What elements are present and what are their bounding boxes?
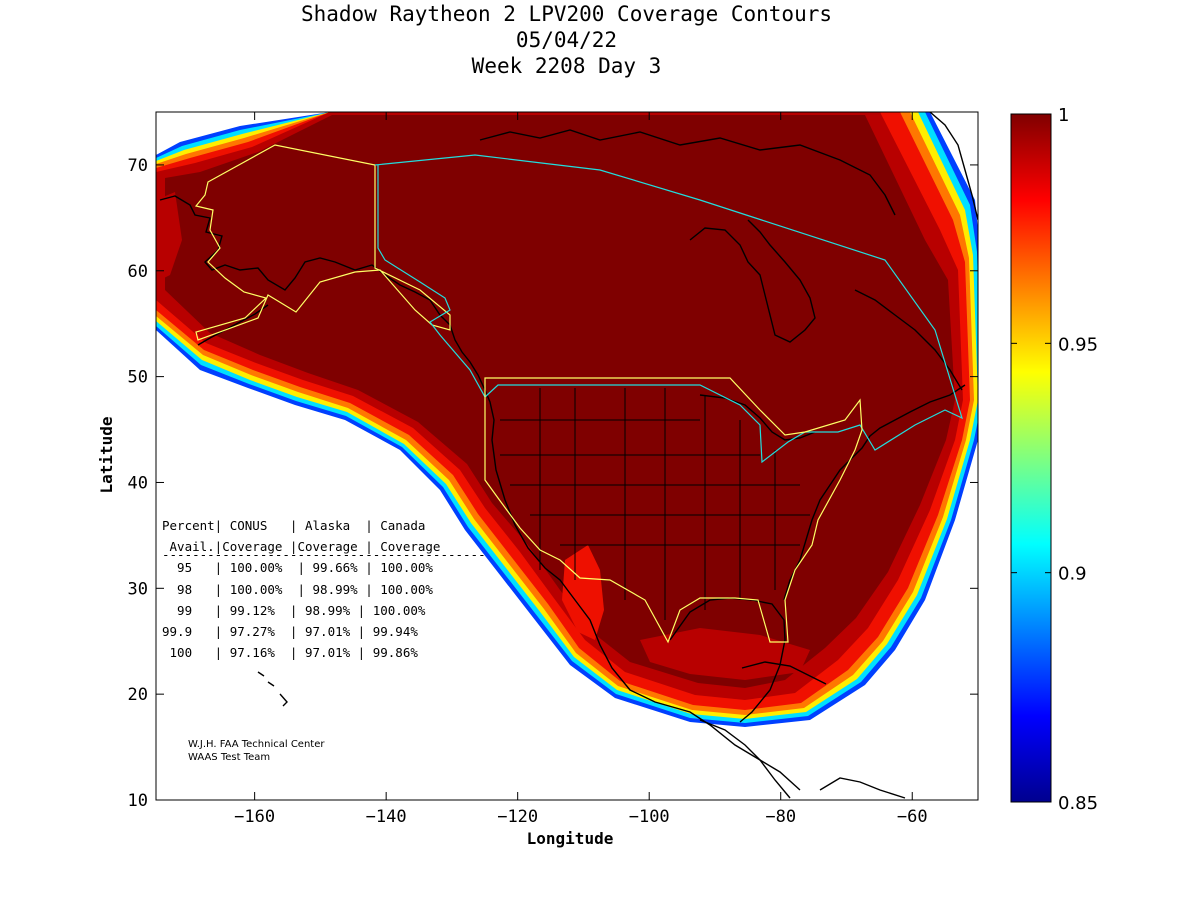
coverage-pocket-gulf <box>640 628 810 680</box>
conus-boundary <box>484 377 863 644</box>
x-axis-label: Longitude <box>527 829 614 848</box>
coastline-caribbean-cuba <box>741 661 827 685</box>
plot-frame <box>155 111 979 801</box>
x-tick-label: −80 <box>765 807 796 827</box>
coastline-alaska <box>159 195 451 326</box>
x-tick-label: −140 <box>366 807 407 827</box>
table-header-1: Percent| CONUS | Alaska | Canada <box>162 518 425 533</box>
y-tick-label: 60 <box>128 262 148 282</box>
credits: W.J.H. FAA Technical Center WAAS Test Te… <box>188 739 325 763</box>
coastline-central-america <box>699 719 791 799</box>
x-axis: −160 −140 −120 −100 −80 −60 <box>234 112 928 827</box>
table-row: 95 | 100.00% | 99.66% | 100.00% <box>162 560 433 575</box>
colorbar-tick-label: 0.9 <box>1058 564 1087 585</box>
coastline-arctic-islands <box>479 129 896 216</box>
y-tick-label: 50 <box>128 368 148 388</box>
title-line-3: Week 2208 Day 3 <box>471 54 662 78</box>
x-tick-label: −120 <box>497 807 538 827</box>
y-tick-label: 40 <box>128 473 148 493</box>
coastlines <box>159 112 978 799</box>
coastline-aleutians <box>197 304 269 346</box>
table-separator: ----------------------------------------… <box>162 547 486 562</box>
coastline-atlantic <box>783 384 966 601</box>
coverage-pocket-baja <box>562 545 604 640</box>
coastline-hawaii <box>257 671 288 707</box>
coastline-labrador <box>854 289 963 391</box>
table-row: 99 | 99.12% | 98.99% | 100.00% <box>162 603 426 618</box>
title-line-2: 05/04/22 <box>515 28 618 52</box>
y-tick-label: 70 <box>128 156 148 176</box>
coastline-hudson-bay <box>689 219 816 343</box>
credit-line-2: WAAS Test Team <box>188 752 270 763</box>
x-tick-label: −160 <box>234 807 275 827</box>
y-axis-label: Latitude <box>97 416 116 493</box>
coastline-south-america <box>819 777 906 799</box>
map-plot-area <box>156 112 978 799</box>
y-tick-label: 20 <box>128 685 148 705</box>
coastline-greenland <box>929 112 978 221</box>
title-line-1: Shadow Raytheon 2 LPV200 Coverage Contou… <box>300 2 832 26</box>
alaska-boundary <box>194 144 451 341</box>
coverage-pocket-northwest <box>156 192 182 282</box>
colorbar <box>1010 113 1052 803</box>
x-tick-label: −60 <box>897 807 928 827</box>
table-row: 99.9 | 97.27% | 97.01% | 99.94% <box>162 624 418 639</box>
x-tick-label: −100 <box>629 807 670 827</box>
canada-boundary <box>374 154 963 464</box>
y-axis: 10 20 30 40 50 60 70 <box>128 156 978 811</box>
table-row: 98 | 100.00% | 98.99% | 100.00% <box>162 582 433 597</box>
colorbar-tick-label: 0.95 <box>1058 334 1098 355</box>
y-tick-label: 30 <box>128 579 148 599</box>
table-row: 100 | 97.16% | 97.01% | 99.86% <box>162 645 418 660</box>
coverage-stats-table: Percent| CONUS | Alaska | Canada Avail.|… <box>162 518 486 660</box>
coastline-gulf-mexico <box>669 597 786 723</box>
credit-line-1: W.J.H. FAA Technical Center <box>188 739 325 750</box>
y-tick-label: 10 <box>128 791 148 811</box>
colorbar-tick-label: 1 <box>1058 105 1069 126</box>
table-header-2: Avail.|Coverage |Coverage | Coverage <box>162 539 440 554</box>
colorbar-tick-label: 0.85 <box>1058 793 1098 814</box>
us-state-borders <box>500 388 810 620</box>
colorbar-ticks: 1 0.95 0.9 0.85 <box>1011 105 1098 814</box>
